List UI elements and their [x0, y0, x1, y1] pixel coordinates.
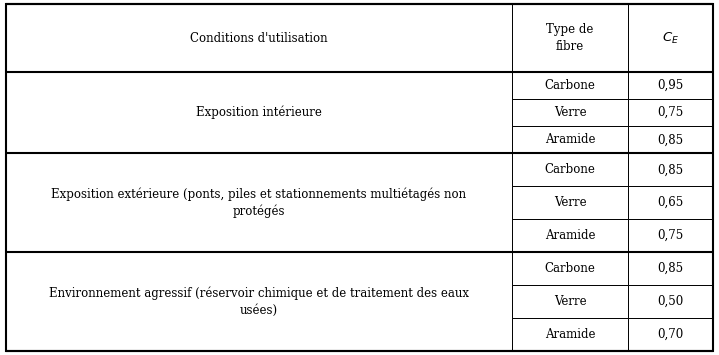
Bar — [628, 219, 713, 252]
Bar — [512, 318, 628, 351]
Bar — [512, 99, 628, 126]
Text: 0,75: 0,75 — [658, 229, 684, 242]
Bar — [512, 285, 628, 318]
Text: 0,85: 0,85 — [658, 262, 684, 275]
Bar — [512, 186, 628, 219]
Bar — [6, 153, 512, 252]
Text: Environnement agressif (réservoir chimique et de traitement des eaux
usées): Environnement agressif (réservoir chimiq… — [49, 286, 469, 317]
Text: Conditions d'utilisation: Conditions d'utilisation — [190, 32, 327, 44]
Text: Type de
fibre: Type de fibre — [546, 23, 594, 53]
Bar — [628, 4, 713, 72]
Text: Carbone: Carbone — [544, 163, 595, 176]
Bar — [628, 99, 713, 126]
Bar — [628, 186, 713, 219]
Bar — [628, 285, 713, 318]
Text: 0,75: 0,75 — [658, 106, 684, 119]
Bar — [512, 4, 628, 72]
Bar — [628, 72, 713, 99]
Text: 0,95: 0,95 — [658, 79, 684, 92]
Bar — [6, 4, 512, 72]
Text: Verre: Verre — [554, 196, 586, 209]
Text: Verre: Verre — [554, 106, 586, 119]
Text: Aramide: Aramide — [545, 328, 595, 341]
Text: Verre: Verre — [554, 295, 586, 308]
Text: 0,85: 0,85 — [658, 163, 684, 176]
Text: 0,50: 0,50 — [658, 295, 684, 308]
Bar — [628, 126, 713, 153]
Bar — [628, 153, 713, 186]
Bar — [6, 252, 512, 351]
Bar — [6, 72, 512, 153]
Bar — [512, 126, 628, 153]
Text: Aramide: Aramide — [545, 229, 595, 242]
Text: 0,70: 0,70 — [658, 328, 684, 341]
Text: 0,85: 0,85 — [658, 133, 684, 146]
Text: Exposition extérieure (ponts, piles et stationnements multiétagés non
protégés: Exposition extérieure (ponts, piles et s… — [51, 187, 466, 218]
Text: Aramide: Aramide — [545, 133, 595, 146]
Bar — [512, 153, 628, 186]
Bar — [512, 219, 628, 252]
Text: Exposition intérieure: Exposition intérieure — [196, 106, 321, 119]
Text: Carbone: Carbone — [544, 262, 595, 275]
Text: 0,65: 0,65 — [658, 196, 684, 209]
Text: Carbone: Carbone — [544, 79, 595, 92]
Bar — [628, 318, 713, 351]
Bar — [512, 252, 628, 285]
Bar — [512, 72, 628, 99]
Text: $C_E$: $C_E$ — [662, 31, 679, 45]
Bar — [628, 252, 713, 285]
